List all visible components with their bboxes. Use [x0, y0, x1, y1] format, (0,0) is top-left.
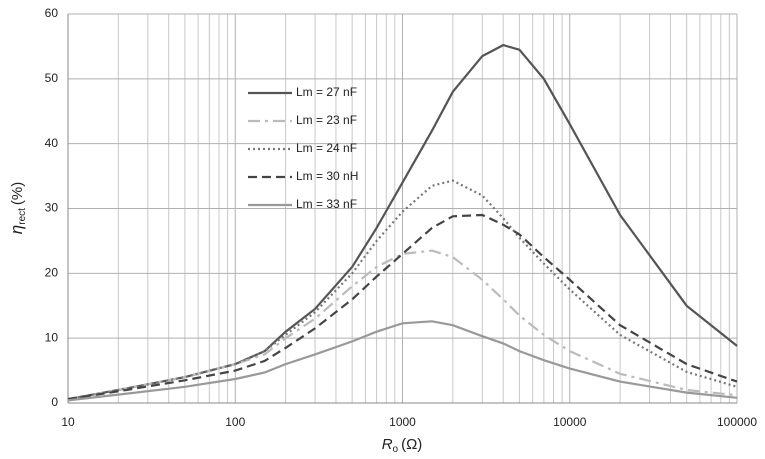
- y-tick-label: 10: [45, 330, 59, 344]
- y-tick-label: 30: [45, 201, 59, 215]
- x-tick-label: 10: [61, 415, 75, 429]
- y-unit: (%): [9, 182, 26, 205]
- legend-label: Lm = 30 nH: [296, 169, 358, 183]
- series-line: [67, 320, 738, 402]
- y-tick-label: 60: [45, 6, 59, 20]
- y-tick-label: 50: [45, 71, 59, 85]
- x-tick-label: 10000: [553, 415, 587, 429]
- x-symbol: R: [382, 436, 393, 453]
- x-tick-label: 100: [225, 415, 245, 429]
- legend-label: Lm = 33 nF: [296, 197, 357, 211]
- legend-label: Lm = 24 nF: [296, 141, 357, 155]
- y-tick-label: 20: [45, 266, 59, 280]
- series-line: [67, 179, 738, 401]
- x-tick-label: 100000: [717, 415, 757, 429]
- legend-label: Lm = 27 nF: [296, 85, 357, 99]
- x-unit: (Ω): [401, 436, 422, 453]
- y-subscript: rect: [17, 208, 28, 225]
- legend-label: Lm = 23 nF: [296, 113, 357, 127]
- y-tick-label: 40: [45, 136, 59, 150]
- y-tick-label: 0: [51, 395, 58, 409]
- x-axis-title: Ro (Ω): [382, 436, 423, 455]
- x-tick-label: 1000: [389, 415, 416, 429]
- x-subscript: o: [393, 444, 399, 455]
- y-axis-title: ηrect (%): [7, 182, 27, 234]
- series-line: [67, 213, 738, 401]
- y-symbol: η: [7, 225, 26, 234]
